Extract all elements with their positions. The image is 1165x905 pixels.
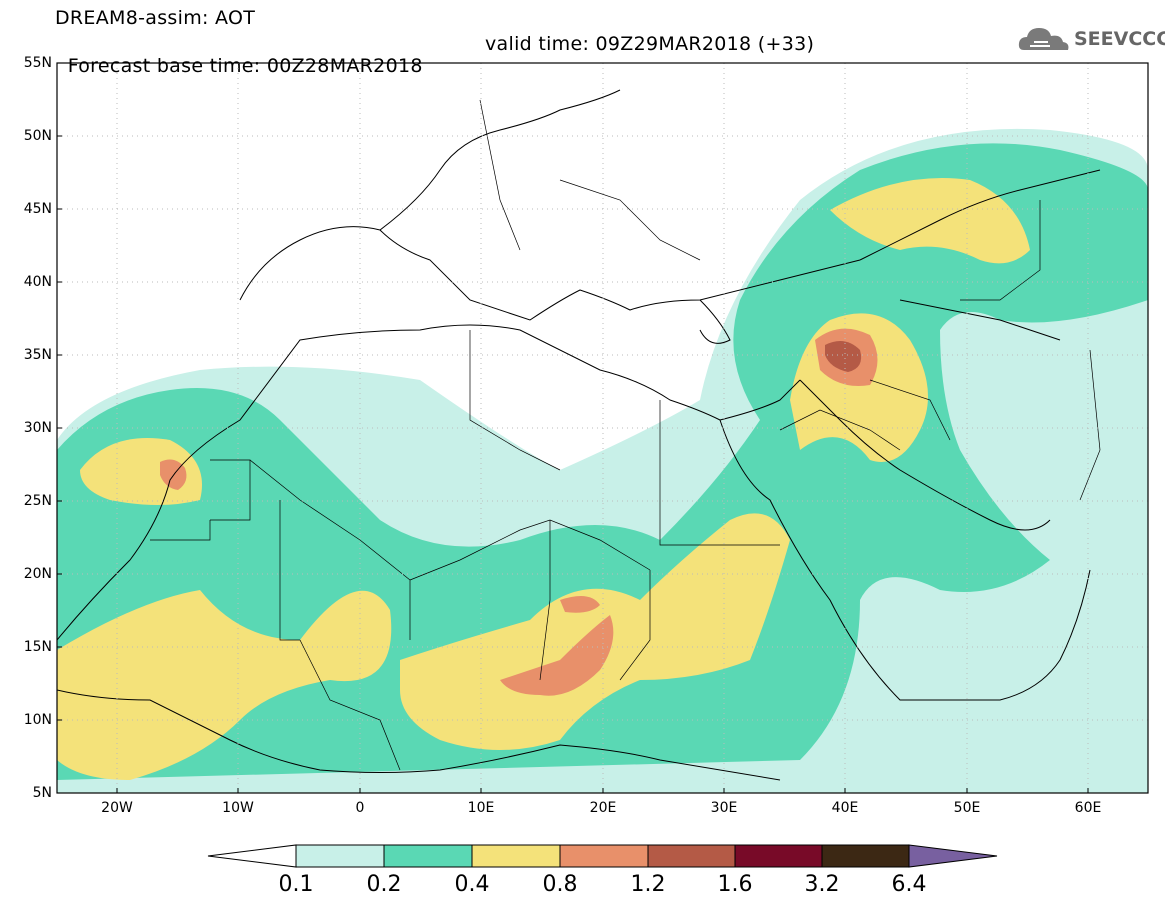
lat-label-10n: 10N — [23, 712, 52, 728]
colorbar-label-5: 1.6 — [717, 872, 753, 897]
colorbar-label-4: 1.2 — [630, 872, 666, 897]
colorbar-swatch-2 — [471, 844, 561, 868]
lon-label-60e: 60E — [1074, 800, 1102, 816]
lat-label-30n: 30N — [23, 420, 52, 436]
coastlines — [57, 89, 1101, 781]
lon-label-30e: 30E — [710, 800, 738, 816]
chart-title: DREAM8-assim: AOT — [55, 7, 256, 29]
lat-label-5n: 5N — [32, 785, 52, 801]
lat-label-50n: 50N — [23, 128, 52, 144]
lon-label-50e: 50E — [953, 800, 981, 816]
colorbar-label-2: 0.4 — [454, 872, 490, 897]
colorbar-max-arrow — [908, 844, 998, 868]
colorbar-label-1: 0.2 — [366, 872, 402, 897]
logo-text: SEEVCCC — [1074, 28, 1165, 50]
colorbar-swatch-4 — [647, 844, 736, 868]
lon-label-0: 0 — [355, 800, 365, 816]
colorbar — [207, 844, 998, 868]
lat-label-45n: 45N — [23, 201, 52, 217]
aot-level-0-4 — [57, 178, 1030, 780]
lat-label-35n: 35N — [23, 347, 52, 363]
lon-label-40e: 40E — [831, 800, 859, 816]
lat-label-55n: 55N — [23, 55, 52, 71]
colorbar-swatch-6 — [821, 844, 910, 868]
lon-label-10e: 10E — [467, 800, 495, 816]
lon-label-20w: 20W — [101, 800, 133, 816]
colorbar-min-arrow — [207, 844, 297, 868]
cloud-icon — [1018, 28, 1069, 50]
colorbar-swatch-5 — [734, 844, 823, 868]
colorbar-swatch-3 — [559, 844, 649, 868]
colorbar-label-0: 0.1 — [278, 872, 314, 897]
colorbar-swatch-1 — [383, 844, 473, 868]
lat-label-20n: 20N — [23, 566, 52, 582]
colorbar-label-7: 6.4 — [891, 872, 927, 897]
gridlines — [57, 63, 1148, 793]
lat-label-25n: 25N — [23, 493, 52, 509]
lat-label-40n: 40N — [23, 274, 52, 290]
country-borders — [150, 99, 1101, 771]
valid-time: valid time: 09Z29MAR2018 (+33) — [485, 33, 815, 55]
colorbar-swatch-0 — [295, 844, 385, 868]
colorbar-label-3: 0.8 — [542, 872, 578, 897]
seevccc-logo: SEEVCCC — [1016, 22, 1165, 58]
aot-level-1-2 — [825, 341, 862, 372]
colorbar-label-6: 3.2 — [804, 872, 840, 897]
aot-field — [57, 128, 1148, 793]
lon-label-20e: 20E — [589, 800, 617, 816]
axis-ticks — [57, 62, 1089, 794]
lat-label-15n: 15N — [23, 639, 52, 655]
forecast-time-line: Forecast base time: 00Z28MAR2018 valid t… — [55, 33, 814, 99]
lon-label-10w: 10W — [222, 800, 254, 816]
base-time: Forecast base time: 00Z28MAR2018 — [67, 55, 423, 77]
